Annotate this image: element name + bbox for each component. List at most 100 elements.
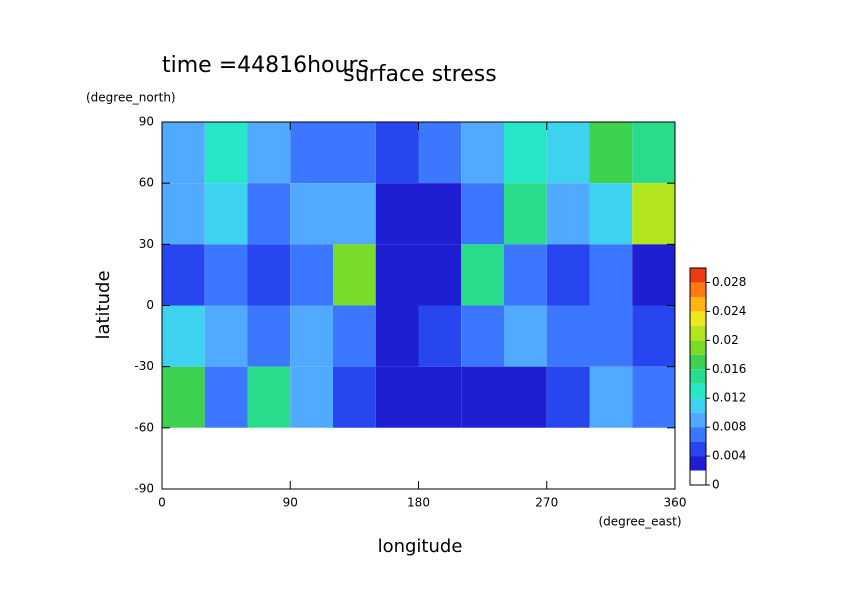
axes: 0 90 180 270 360 -90 -60 -30 0 30 60 90 0 0.004 0.008 0… (134, 115, 746, 510)
colorbar-tick-label: 0.02 (712, 333, 739, 347)
field-cell (504, 305, 547, 367)
field-cell (375, 366, 419, 428)
x-tick-label: 0 (158, 496, 166, 510)
field-cell (333, 183, 376, 245)
field-cell (162, 427, 205, 489)
field-cell (290, 122, 333, 184)
colorbar-swatch (690, 441, 706, 457)
field-cell (375, 244, 419, 306)
colorbar-swatch (690, 311, 706, 326)
field-cell (461, 427, 504, 489)
field-cell (546, 305, 590, 367)
field-cell (418, 305, 462, 367)
field-cell (162, 122, 205, 184)
colorbar-tick-label: 0.012 (712, 391, 746, 405)
field-cell (632, 366, 675, 428)
field-cell (632, 244, 675, 306)
field-cell (247, 183, 291, 245)
field-cell (589, 305, 633, 367)
y-axis-label: latitude (93, 270, 114, 339)
field-cell (589, 244, 633, 306)
colorbar-swatch (690, 398, 706, 413)
field-cell (418, 366, 462, 428)
field-cell (290, 183, 333, 245)
field-cell (632, 427, 675, 489)
field-cell (504, 244, 547, 306)
field-cell (461, 305, 504, 367)
x-tick-label: 180 (407, 496, 430, 510)
chart-title: surface stress (343, 62, 496, 87)
field-cell (461, 366, 504, 428)
colorbar-tick-label: 0.008 (712, 420, 746, 434)
field-cell (204, 427, 248, 489)
colorbar-swatch (690, 383, 706, 399)
colorbar-tick-label: 0.028 (712, 275, 746, 289)
field-cell (204, 183, 248, 245)
field-cell (418, 244, 462, 306)
field-cell (290, 427, 333, 489)
x-tick-label: 270 (535, 496, 558, 510)
y-tick-label: -90 (134, 482, 154, 496)
field-cell (546, 366, 590, 428)
field-cell (204, 244, 248, 306)
field-cell (375, 183, 419, 245)
field-cell (162, 244, 205, 306)
field-cell (418, 183, 462, 245)
field-cell (333, 122, 376, 184)
field-cell (204, 305, 248, 367)
field-cell (247, 366, 291, 428)
colorbar-frame (689, 267, 707, 486)
field-cell (204, 122, 248, 184)
field-cell (589, 427, 633, 489)
field-cell (418, 122, 462, 184)
field-cell (632, 183, 675, 245)
field-cell (162, 305, 205, 367)
colorbar-swatch (690, 412, 706, 428)
field-cell (247, 122, 291, 184)
field-cell (632, 122, 675, 184)
field-cell (504, 122, 547, 184)
field-cell (632, 305, 675, 367)
field-cell (162, 366, 205, 428)
field-cell (375, 305, 419, 367)
y-tick-label: -30 (134, 359, 154, 373)
field-cell (247, 244, 291, 306)
field-cell (589, 122, 633, 184)
field-cell (461, 244, 504, 306)
y-tick-label: 60 (139, 176, 154, 190)
x-tick-label: 90 (283, 496, 298, 510)
y-tick-label: 90 (139, 115, 154, 129)
x-unit: (degree_east) (598, 515, 681, 529)
field-cell (204, 366, 248, 428)
colorbar-swatch (690, 427, 706, 442)
field-cell (461, 122, 504, 184)
colorbar-swatch (690, 354, 706, 370)
field-cell (504, 366, 547, 428)
field-cell (589, 183, 633, 245)
field-cell (290, 244, 333, 306)
field-cell (546, 244, 590, 306)
colorbar-tick-label: 0.024 (712, 304, 746, 318)
colorbar-swatch (690, 296, 706, 312)
field-cell (418, 427, 462, 489)
field-cell (247, 427, 291, 489)
field-cell (333, 366, 376, 428)
field-cell (589, 366, 633, 428)
field-cell (333, 244, 376, 306)
colorbar-swatch (690, 340, 706, 355)
field-cell (247, 305, 291, 367)
time-annotation: time =44816hours (162, 53, 369, 78)
y-tick-label: -60 (134, 420, 154, 434)
field-cell (375, 122, 419, 184)
field-cell (333, 305, 376, 367)
field-cell (290, 305, 333, 367)
colorbar-swatch (690, 268, 706, 283)
x-tick-label: 360 (664, 496, 687, 510)
colorbar-swatch (690, 282, 706, 297)
y-tick-label: 0 (146, 298, 154, 312)
colorbar-swatch (690, 325, 706, 341)
colorbar-swatch (690, 369, 706, 384)
colorbar-tick-label: 0.016 (712, 362, 746, 376)
y-unit: (degree_north) (86, 91, 176, 105)
